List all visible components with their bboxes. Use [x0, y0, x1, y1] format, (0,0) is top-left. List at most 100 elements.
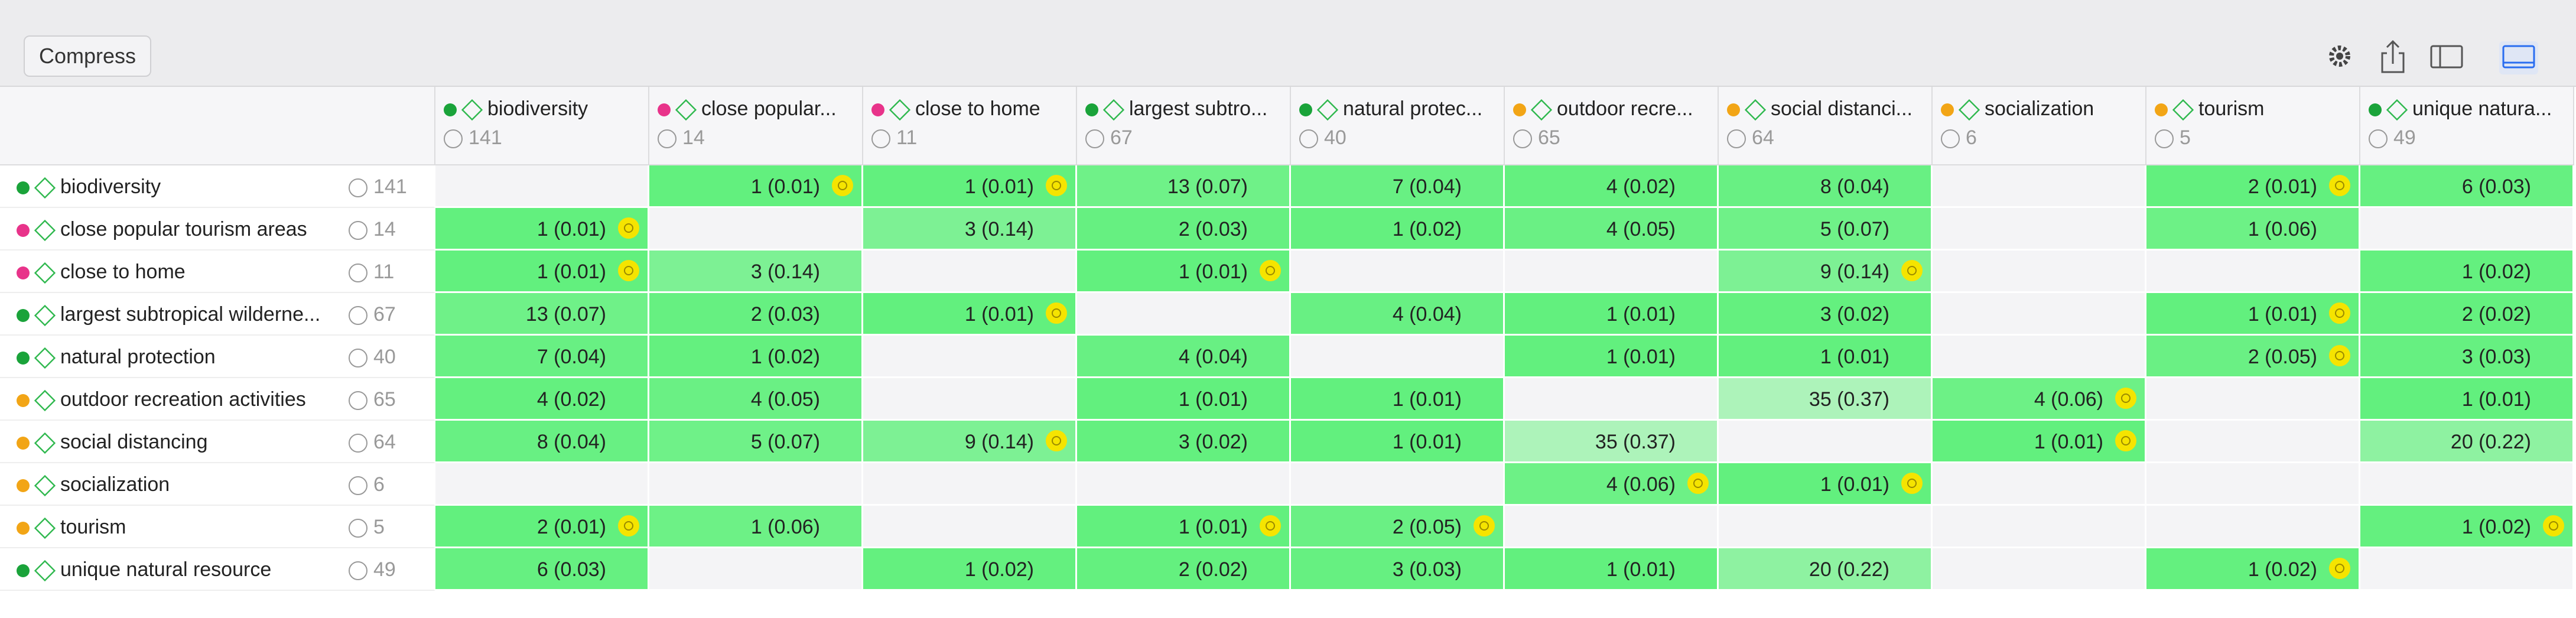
cell-value: 13 (0.07) — [525, 303, 606, 326]
cell-value: 1 (0.01) — [1178, 516, 1248, 538]
matrix-cell: 20 (0.22) — [1719, 548, 1933, 591]
matrix-cell: 1 (0.01) — [1505, 293, 1719, 336]
matrix-cell — [1933, 208, 2146, 251]
corner-cell — [0, 87, 435, 165]
matrix-cell: 4 (0.05) — [1505, 208, 1719, 251]
cell-value: 1 (0.02) — [964, 558, 1034, 581]
count: 14 — [373, 218, 396, 240]
matrix-cell — [2146, 421, 2360, 463]
count-icon — [349, 391, 367, 411]
row-header: socialization 6 — [0, 463, 435, 506]
row-label: close to home — [17, 261, 186, 284]
row-header: close popular tourism areas 14 — [0, 208, 435, 251]
flag-marker — [1046, 303, 1067, 324]
cell-value: 6 (0.03) — [2461, 175, 2531, 198]
row-count: 64 — [349, 421, 396, 463]
matrix-cell — [1505, 251, 1719, 293]
count-icon — [444, 129, 463, 149]
matrix-cell: 13 (0.07) — [435, 293, 649, 336]
flag-marker — [1260, 260, 1281, 281]
matrix-cell — [1291, 251, 1505, 293]
code-icon — [34, 474, 56, 497]
flag-marker — [2329, 303, 2350, 324]
count-icon — [349, 349, 367, 368]
row-count: 11 — [349, 251, 394, 293]
matrix-cell: 1 (0.01) — [2146, 293, 2360, 336]
matrix-cell — [2360, 463, 2574, 506]
matrix-cell: 9 (0.14) — [863, 421, 1077, 463]
matrix-cell: 35 (0.37) — [1505, 421, 1719, 463]
count-icon — [2155, 129, 2174, 149]
code-label: socialization — [60, 473, 170, 496]
row-header: largest subtropical wilderne... 67 — [0, 293, 435, 336]
code-icon — [1958, 99, 1980, 121]
header-count: 5 — [2155, 126, 2351, 149]
count: 6 — [373, 473, 385, 496]
flag-marker — [1687, 473, 1709, 494]
cell-value: 35 (0.37) — [1595, 431, 1676, 453]
cell-value: 1 (0.01) — [2248, 303, 2317, 326]
matrix-cell: 1 (0.01) — [1719, 463, 1933, 506]
matrix-cell: 1 (0.01) — [1505, 336, 1719, 378]
cell-value: 9 (0.14) — [1820, 261, 1889, 283]
flag-marker — [1046, 175, 1067, 196]
matrix-cell — [1719, 421, 1933, 463]
code-icon — [1744, 99, 1767, 121]
settings-icon[interactable] — [2329, 45, 2350, 67]
matrix-cell — [2360, 548, 2574, 591]
count-icon — [1299, 129, 1318, 149]
code-icon — [889, 99, 911, 121]
code-icon — [675, 99, 697, 121]
compress-button[interactable]: Compress — [24, 35, 152, 77]
count: 65 — [373, 388, 396, 411]
panel-icon[interactable] — [2499, 41, 2538, 74]
matrix-cell — [1933, 251, 2146, 293]
matrix-cell: 35 (0.37) — [1719, 378, 1933, 421]
count: 11 — [373, 261, 395, 283]
matrix-cell: 1 (0.01) — [1077, 251, 1291, 293]
row-header: close to home 11 — [0, 251, 435, 293]
matrix-cell: 6 (0.03) — [2360, 165, 2574, 208]
header-line: outdoor recre... — [1513, 97, 1709, 121]
count-icon — [871, 129, 890, 149]
cell-value: 2 (0.02) — [1178, 558, 1248, 581]
row-count: 6 — [349, 463, 385, 506]
matrix-cell — [1077, 463, 1291, 506]
cell-value: 2 (0.01) — [2248, 175, 2317, 198]
cell-value: 2 (0.03) — [1178, 218, 1248, 240]
row-label: outdoor recreation activities — [17, 388, 306, 412]
code-icon — [2172, 99, 2194, 121]
matrix-cell: 9 (0.14) — [1719, 251, 1933, 293]
matrix-cell — [863, 378, 1077, 421]
flag-marker — [2115, 388, 2136, 409]
matrix-cell: 1 (0.06) — [2146, 208, 2360, 251]
cell-value: 4 (0.02) — [536, 388, 606, 411]
code-label: socialization — [1985, 97, 2094, 120]
row-header: biodiversity 141 — [0, 165, 435, 208]
code-icon — [1316, 99, 1339, 121]
header-line: socialization — [1941, 97, 2137, 121]
row-header: tourism 5 — [0, 506, 435, 548]
count: 40 — [373, 346, 396, 368]
code-color — [17, 522, 30, 535]
matrix-cell: 1 (0.02) — [1291, 208, 1505, 251]
flag-marker — [2543, 515, 2564, 536]
cell-value: 3 (0.02) — [1178, 431, 1248, 453]
cell-value: 1 (0.01) — [1606, 303, 1676, 326]
matrix-cell — [1933, 506, 2146, 548]
matrix-cell: 6 (0.03) — [435, 548, 649, 591]
code-color — [17, 224, 30, 238]
code-icon — [34, 517, 56, 539]
cell-value: 4 (0.04) — [1392, 303, 1462, 326]
sidebar-icon[interactable] — [2430, 45, 2463, 69]
flag-marker — [1474, 515, 1495, 536]
count-icon — [1085, 129, 1104, 149]
matrix-cell: 1 (0.01) — [1505, 548, 1719, 591]
matrix-cell — [2360, 208, 2574, 251]
cell-value: 20 (0.22) — [1809, 558, 1889, 581]
share-icon[interactable] — [2381, 40, 2405, 73]
cell-value: 3 (0.14) — [750, 261, 820, 283]
code-color — [17, 564, 30, 578]
cell-value: 13 (0.07) — [1167, 175, 1248, 198]
code-icon — [34, 389, 56, 412]
